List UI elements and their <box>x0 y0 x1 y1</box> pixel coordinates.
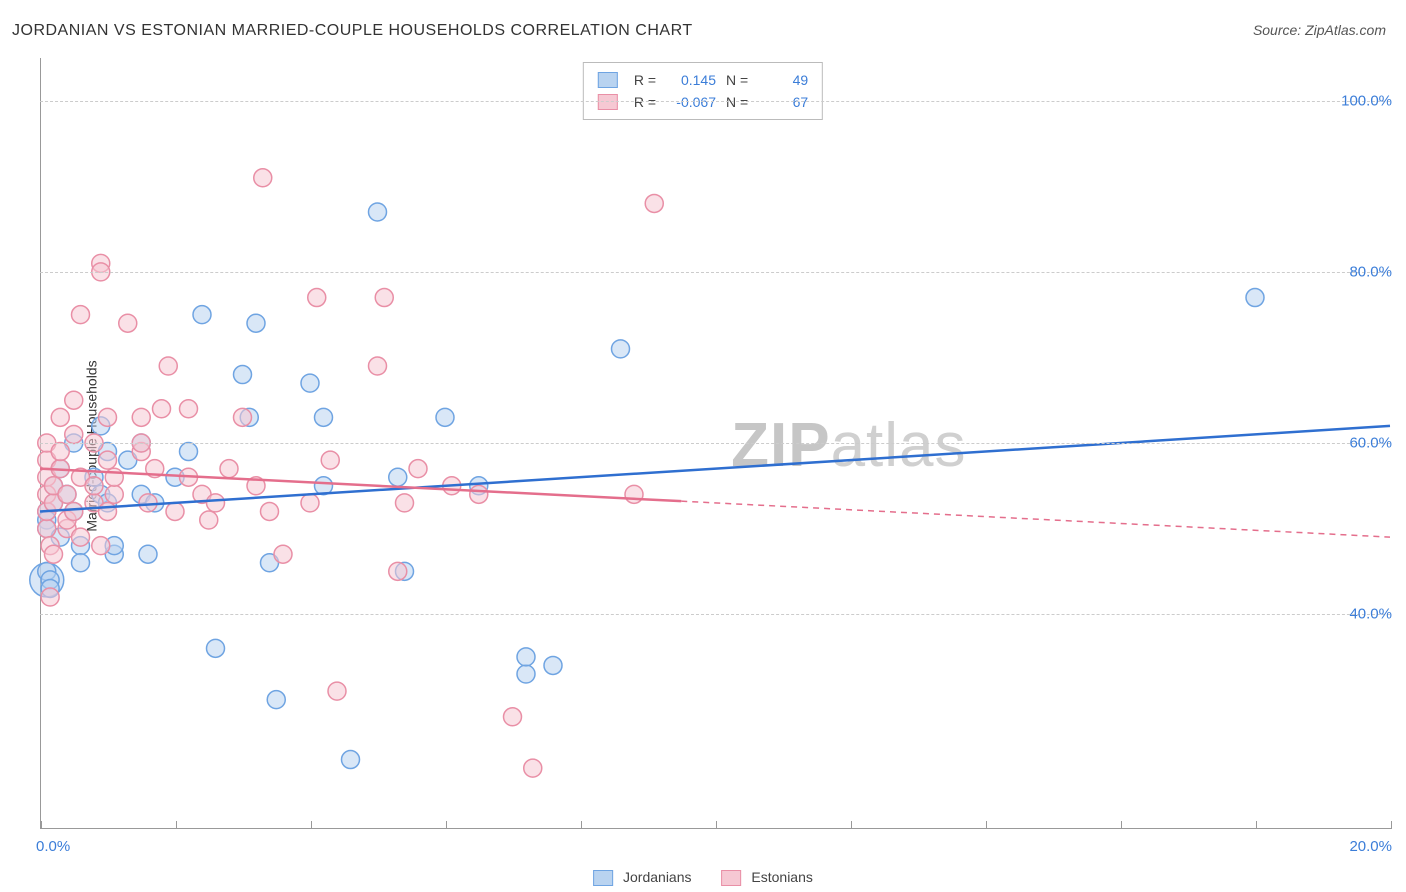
scatter-point <box>51 443 69 461</box>
scatter-point <box>470 485 488 503</box>
legend-swatch <box>598 72 618 88</box>
scatter-point <box>625 485 643 503</box>
scatter-point <box>321 451 339 469</box>
scatter-point <box>159 357 177 375</box>
series-legend-item: Jordanians <box>593 869 691 886</box>
scatter-point <box>139 545 157 563</box>
trend-line-dashed <box>681 501 1390 537</box>
scatter-point <box>308 289 326 307</box>
y-tick-label: 100.0% <box>1341 92 1392 109</box>
gridline <box>40 614 1390 615</box>
scatter-point <box>375 289 393 307</box>
scatter-point <box>65 391 83 409</box>
series-legend: Jordanians Estonians <box>593 869 813 886</box>
scatter-point <box>301 374 319 392</box>
series-legend-item: Estonians <box>722 869 813 886</box>
scatter-point <box>220 460 238 478</box>
scatter-point <box>45 545 63 563</box>
y-tick-label: 40.0% <box>1349 606 1392 623</box>
legend-swatch <box>593 870 613 886</box>
scatter-point <box>254 169 272 187</box>
scatter-point <box>267 691 285 709</box>
legend-swatch <box>598 94 618 110</box>
scatter-point <box>180 400 198 418</box>
scatter-point <box>234 408 252 426</box>
gridline <box>40 272 1390 273</box>
scatter-point <box>99 502 117 520</box>
stats-legend-row: R = 0.145 N = 49 <box>598 69 808 91</box>
scatter-point <box>207 494 225 512</box>
scatter-point <box>72 528 90 546</box>
scatter-point <box>166 502 184 520</box>
scatter-point <box>119 314 137 332</box>
x-tick-label-left: 0.0% <box>36 838 70 855</box>
y-tick-label: 60.0% <box>1349 435 1392 452</box>
scatter-point <box>645 194 663 212</box>
n-value: 67 <box>758 94 808 110</box>
series-legend-label: Jordanians <box>623 869 692 885</box>
scatter-point <box>396 494 414 512</box>
scatter-point <box>85 477 103 495</box>
scatter-point <box>544 656 562 674</box>
scatter-point <box>612 340 630 358</box>
n-value: 49 <box>758 72 808 88</box>
scatter-point <box>200 511 218 529</box>
legend-swatch <box>722 870 742 886</box>
scatter-point <box>436 408 454 426</box>
scatter-point <box>274 545 292 563</box>
scatter-point <box>517 648 535 666</box>
gridline <box>40 101 1390 102</box>
chart-title: JORDANIAN VS ESTONIAN MARRIED-COUPLE HOU… <box>12 22 693 40</box>
series-legend-label: Estonians <box>751 869 812 885</box>
scatter-point <box>234 366 252 384</box>
r-value: 0.145 <box>666 72 716 88</box>
stats-legend-row: R = -0.067 N = 67 <box>598 91 808 113</box>
n-label: N = <box>726 94 748 110</box>
source-label: Source: ZipAtlas.com <box>1253 22 1386 38</box>
scatter-point <box>524 759 542 777</box>
trend-line <box>40 426 1390 512</box>
scatter-point <box>315 408 333 426</box>
scatter-point <box>51 408 69 426</box>
scatter-point <box>517 665 535 683</box>
y-tick-label: 80.0% <box>1349 263 1392 280</box>
x-tick-label-right: 20.0% <box>1349 838 1392 855</box>
scatter-point <box>38 520 56 538</box>
scatter-point <box>105 485 123 503</box>
scatter-point <box>342 751 360 769</box>
scatter-point <box>65 425 83 443</box>
scatter-point <box>261 502 279 520</box>
scatter-point <box>504 708 522 726</box>
scatter-point <box>99 408 117 426</box>
scatter-point <box>1246 289 1264 307</box>
r-value: -0.067 <box>666 94 716 110</box>
scatter-point <box>41 588 59 606</box>
scatter-point <box>247 314 265 332</box>
scatter-point <box>207 639 225 657</box>
scatter-point <box>180 443 198 461</box>
scatter-point <box>389 468 407 486</box>
scatter-point <box>58 485 76 503</box>
gridline <box>40 443 1390 444</box>
r-label: R = <box>634 94 656 110</box>
scatter-point <box>369 357 387 375</box>
scatter-point <box>65 502 83 520</box>
scatter-point <box>389 562 407 580</box>
r-label: R = <box>634 72 656 88</box>
scatter-point <box>99 451 117 469</box>
scatter-point <box>132 408 150 426</box>
stats-legend: R = 0.145 N = 49 R = -0.067 N = 67 <box>583 62 823 120</box>
n-label: N = <box>726 72 748 88</box>
scatter-point <box>193 306 211 324</box>
scatter-point <box>409 460 427 478</box>
scatter-point <box>92 537 110 555</box>
scatter-point <box>328 682 346 700</box>
scatter-point <box>139 494 157 512</box>
scatter-point <box>72 306 90 324</box>
scatter-point <box>153 400 171 418</box>
scatter-point <box>369 203 387 221</box>
x-tick <box>1391 821 1392 829</box>
scatter-point <box>301 494 319 512</box>
scatter-point <box>72 554 90 572</box>
